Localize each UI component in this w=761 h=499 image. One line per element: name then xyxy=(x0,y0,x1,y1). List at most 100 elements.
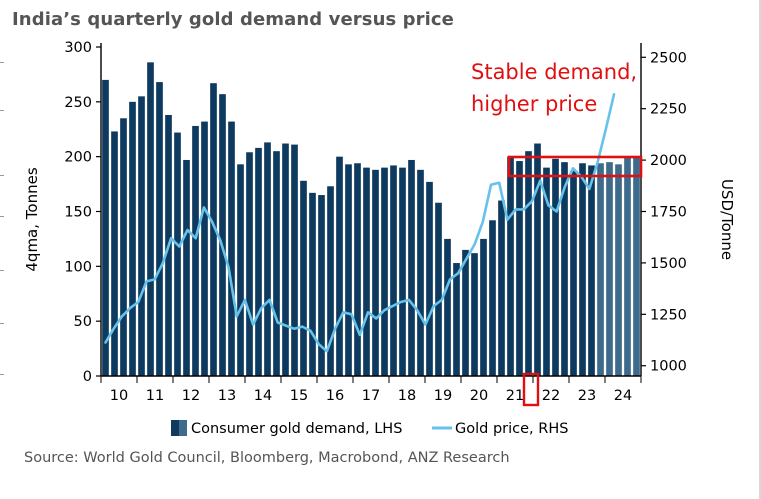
annotation-layer: Stable demand, higher price xyxy=(471,60,643,407)
bar xyxy=(417,169,424,376)
edge-tick xyxy=(0,175,4,176)
bar xyxy=(183,159,190,376)
left-tick-label: 200 xyxy=(64,150,92,166)
annotation-line-1: Stable demand, xyxy=(471,60,637,84)
bar xyxy=(129,101,136,376)
legend-label-line: Gold price, RHS xyxy=(455,421,568,437)
bar xyxy=(111,131,118,376)
bar xyxy=(552,158,559,376)
bar xyxy=(426,181,433,376)
bar xyxy=(597,163,604,376)
right-axis-title: USD/Tonne xyxy=(718,179,736,260)
x-tick-label: 13 xyxy=(218,388,236,404)
bar xyxy=(201,121,208,376)
x-tick-label: 10 xyxy=(110,388,128,404)
bar xyxy=(300,180,307,376)
right-tick-label: 2500 xyxy=(650,50,687,66)
bar xyxy=(534,143,541,376)
x-tick-label: 23 xyxy=(578,388,596,404)
right-tick-label: 1750 xyxy=(650,205,687,221)
bar xyxy=(147,62,154,376)
legend: Consumer gold demand, LHS Gold price, RHS xyxy=(171,420,568,437)
bar xyxy=(210,83,217,376)
bar xyxy=(561,162,568,376)
bar xyxy=(399,167,406,376)
bar xyxy=(246,152,253,376)
right-tick-label: 1500 xyxy=(650,256,687,272)
x-tick-label: 17 xyxy=(362,388,380,404)
bar xyxy=(156,82,163,376)
right-tick-label: 2000 xyxy=(650,153,687,169)
legend-label-bars: Consumer gold demand, LHS xyxy=(191,421,402,437)
bar xyxy=(174,132,181,376)
x-tick-label: 15 xyxy=(290,388,308,404)
gold-price-line xyxy=(104,93,616,353)
bar xyxy=(615,164,622,376)
x-tick-label: 11 xyxy=(146,388,164,404)
x-tick-label: 21 xyxy=(506,388,524,404)
bar xyxy=(435,202,442,376)
left-tick-label: 0 xyxy=(83,369,92,385)
bar xyxy=(489,220,496,376)
gold-price-line-layer xyxy=(104,93,616,353)
x-tick-label: 19 xyxy=(434,388,452,404)
bar xyxy=(273,151,280,376)
right-tick-label: 2250 xyxy=(650,102,687,118)
bar xyxy=(606,162,613,376)
bar xyxy=(498,200,505,376)
bar xyxy=(255,147,262,376)
x-tick-label: 22 xyxy=(542,388,560,404)
bar xyxy=(354,163,361,376)
bar xyxy=(327,186,334,376)
bar xyxy=(408,159,415,376)
bar xyxy=(633,156,640,376)
edge-tick xyxy=(0,323,4,324)
bar xyxy=(138,96,145,376)
x-tick-label: 16 xyxy=(326,388,344,404)
bar xyxy=(525,151,532,376)
chart-source: Source: World Gold Council, Bloomberg, M… xyxy=(24,450,510,466)
bar xyxy=(543,167,550,376)
highlight-box xyxy=(507,155,643,178)
bar xyxy=(480,238,487,376)
bar xyxy=(471,253,478,376)
bar xyxy=(453,263,460,376)
chart-title: India’s quarterly gold demand versus pri… xyxy=(12,9,454,30)
x-tick-label: 24 xyxy=(614,388,632,404)
legend-swatch-bar xyxy=(179,420,187,436)
highlight-box-2021 xyxy=(522,372,540,407)
bar xyxy=(624,157,631,376)
edge-tick xyxy=(0,374,4,375)
left-tick-label: 50 xyxy=(74,314,92,330)
bar xyxy=(219,94,226,376)
left-tick-label: 250 xyxy=(64,95,92,111)
annotation-line-2: higher price xyxy=(471,92,597,116)
bar xyxy=(381,167,388,376)
bar xyxy=(291,144,298,376)
right-tick-label: 1000 xyxy=(650,359,687,375)
left-tick-label: 100 xyxy=(64,259,92,275)
bar xyxy=(309,192,316,376)
x-tick-label: 18 xyxy=(398,388,416,404)
bar-series xyxy=(102,62,640,377)
bar xyxy=(372,169,379,376)
left-tick-label: 150 xyxy=(64,205,92,221)
bar xyxy=(579,163,586,376)
bar xyxy=(120,118,127,376)
bar xyxy=(507,156,514,376)
x-tick-label: 12 xyxy=(182,388,200,404)
bar xyxy=(390,165,397,376)
bar xyxy=(462,249,469,376)
bar xyxy=(336,156,343,376)
edge-tick xyxy=(0,270,4,271)
bar xyxy=(102,79,109,377)
bar xyxy=(228,121,235,376)
right-tick-label: 1250 xyxy=(650,307,687,323)
bar xyxy=(318,195,325,376)
bar xyxy=(444,238,451,376)
bar xyxy=(588,165,595,376)
bar xyxy=(192,125,199,377)
x-tick-label: 20 xyxy=(470,388,488,404)
left-axis-title: 4qma, Tonnes xyxy=(23,167,41,271)
